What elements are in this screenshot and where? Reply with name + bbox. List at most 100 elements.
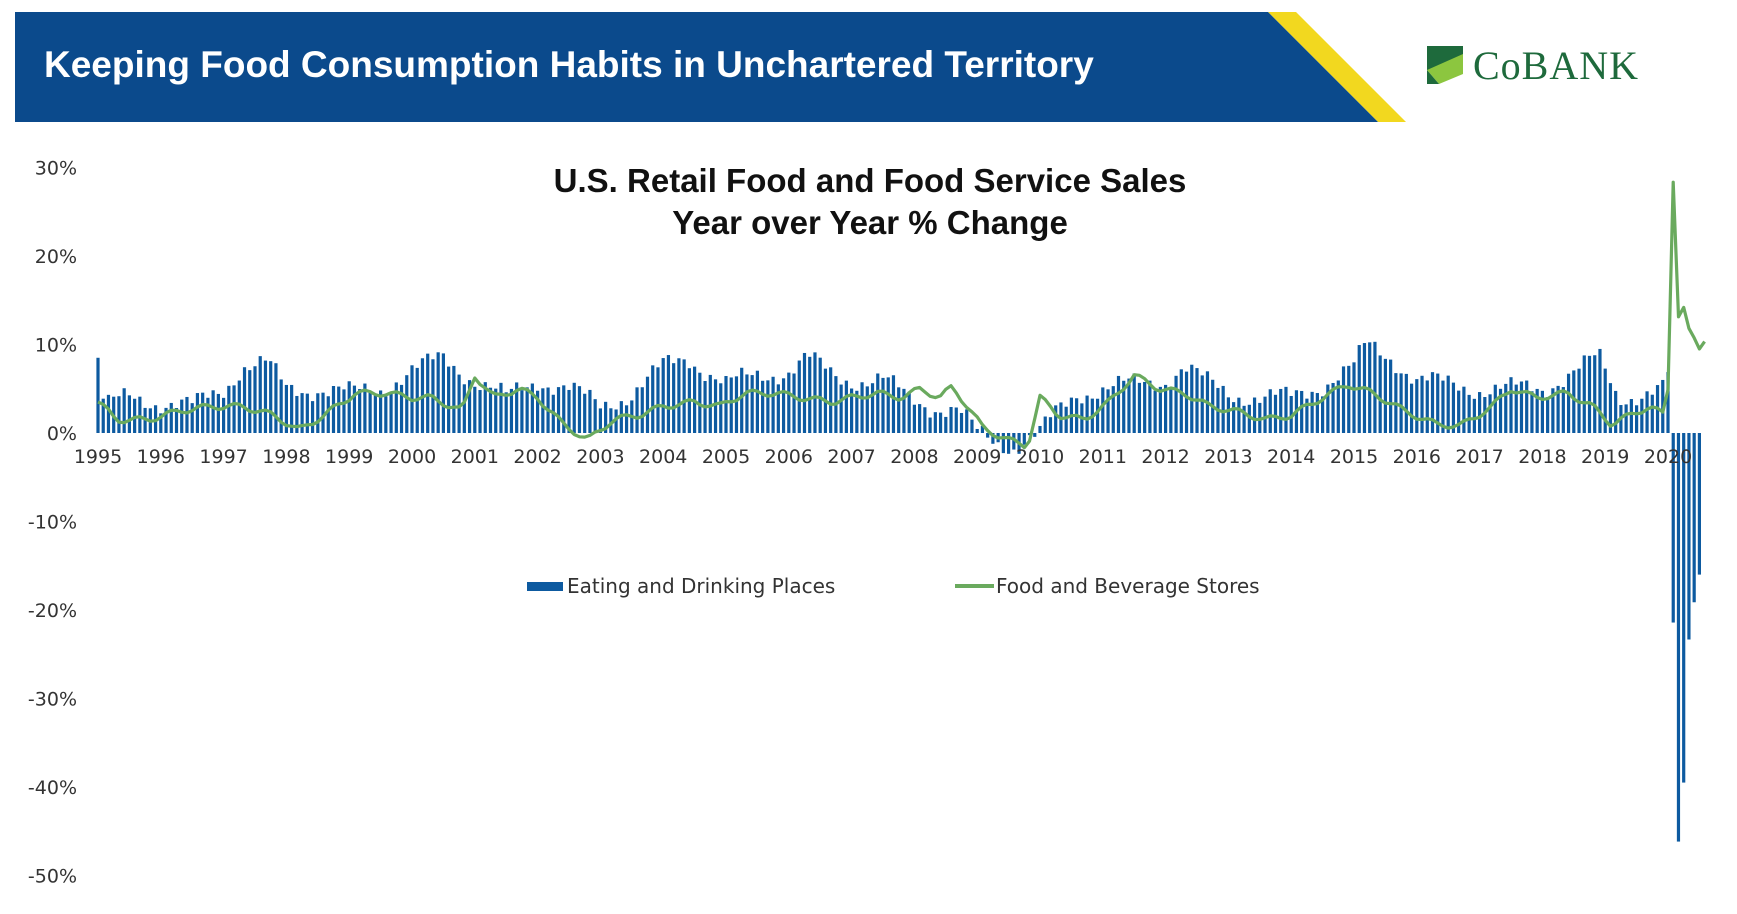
bar bbox=[447, 366, 451, 433]
y-tick-label: -40% bbox=[28, 777, 77, 799]
bar bbox=[855, 390, 859, 433]
bar bbox=[1378, 355, 1382, 433]
bar bbox=[766, 380, 770, 433]
bar bbox=[525, 387, 529, 433]
bar bbox=[980, 425, 985, 433]
bar bbox=[316, 393, 320, 433]
bar bbox=[1682, 433, 1686, 783]
bar bbox=[1022, 433, 1026, 445]
bar bbox=[1493, 384, 1497, 433]
bar bbox=[201, 392, 205, 433]
x-tick-label: 2017 bbox=[1455, 446, 1503, 468]
banner-accent-stripe bbox=[1268, 12, 1406, 122]
bar bbox=[509, 388, 514, 433]
x-tick-label: 2006 bbox=[765, 446, 813, 468]
bar bbox=[1687, 433, 1691, 640]
bar bbox=[300, 393, 304, 433]
bar bbox=[389, 391, 393, 433]
x-tick-label: 2004 bbox=[639, 446, 687, 468]
bar bbox=[1676, 433, 1681, 842]
bar bbox=[938, 412, 943, 433]
bar bbox=[850, 388, 854, 433]
x-tick-label: 2013 bbox=[1204, 446, 1252, 468]
bar bbox=[1582, 355, 1586, 433]
logo-wordmark: CoBANK bbox=[1473, 43, 1640, 88]
bar bbox=[949, 406, 953, 433]
bar bbox=[876, 373, 880, 433]
bar bbox=[488, 387, 493, 433]
bar bbox=[457, 374, 461, 433]
series-line bbox=[97, 180, 1706, 450]
x-tick-label: 1998 bbox=[262, 446, 310, 468]
bar bbox=[698, 372, 702, 433]
x-tick-label: 2009 bbox=[953, 446, 1001, 468]
bar bbox=[577, 386, 582, 433]
bar bbox=[1352, 362, 1356, 433]
header-banner bbox=[15, 12, 1406, 122]
bar bbox=[776, 384, 780, 433]
bar bbox=[195, 393, 200, 433]
bar-series-eating-drinking bbox=[96, 341, 1701, 842]
bar bbox=[222, 397, 226, 433]
bar bbox=[1305, 398, 1309, 433]
x-tick-label: 2012 bbox=[1141, 446, 1189, 468]
bar bbox=[1137, 382, 1142, 433]
bar bbox=[881, 377, 885, 433]
y-tick-label: -30% bbox=[28, 689, 77, 711]
legend-label-food-beverage: Food and Beverage Stores bbox=[996, 574, 1260, 598]
bar bbox=[755, 370, 759, 433]
bar bbox=[536, 390, 540, 433]
bar bbox=[1033, 433, 1037, 437]
x-tick-label: 1996 bbox=[137, 446, 185, 468]
bar bbox=[965, 409, 969, 433]
bar bbox=[1054, 405, 1058, 433]
bar bbox=[1284, 386, 1288, 433]
bar bbox=[1603, 368, 1607, 433]
bar bbox=[284, 384, 288, 433]
bar bbox=[373, 395, 377, 433]
bar bbox=[923, 407, 927, 433]
bar bbox=[1132, 373, 1136, 433]
bar bbox=[1551, 388, 1555, 433]
bar bbox=[1242, 405, 1246, 433]
bar bbox=[1498, 388, 1503, 433]
bar bbox=[787, 372, 791, 433]
bar bbox=[1153, 390, 1157, 433]
bar bbox=[719, 383, 723, 433]
x-tick-label: 2002 bbox=[513, 446, 561, 468]
bar bbox=[1415, 379, 1419, 433]
bar bbox=[499, 382, 503, 433]
bar bbox=[1629, 399, 1633, 433]
bar bbox=[1373, 341, 1377, 433]
bar bbox=[1383, 358, 1387, 433]
bar bbox=[802, 352, 807, 433]
bar bbox=[253, 366, 257, 433]
bar bbox=[1169, 387, 1173, 433]
bar bbox=[248, 370, 252, 433]
bar bbox=[467, 380, 472, 433]
bar bbox=[724, 376, 728, 433]
bar bbox=[232, 385, 236, 433]
bar bbox=[211, 390, 215, 433]
bar bbox=[1478, 392, 1482, 433]
bar bbox=[321, 392, 325, 433]
bar bbox=[797, 360, 801, 433]
bar bbox=[1164, 384, 1168, 433]
bar bbox=[515, 382, 519, 433]
bar bbox=[1525, 380, 1529, 433]
bar bbox=[792, 373, 796, 433]
bar bbox=[645, 376, 650, 433]
y-tick-label: 20% bbox=[35, 246, 77, 268]
bar bbox=[1038, 425, 1042, 433]
bar bbox=[986, 433, 990, 438]
bar bbox=[1221, 385, 1225, 433]
bar bbox=[567, 389, 571, 433]
bar bbox=[1347, 365, 1351, 433]
bar bbox=[1446, 375, 1450, 433]
bar bbox=[1106, 389, 1110, 433]
bar bbox=[1457, 390, 1461, 433]
bar bbox=[1226, 397, 1230, 433]
bar bbox=[1012, 433, 1016, 450]
bar bbox=[1436, 373, 1440, 433]
bar bbox=[1467, 394, 1471, 433]
